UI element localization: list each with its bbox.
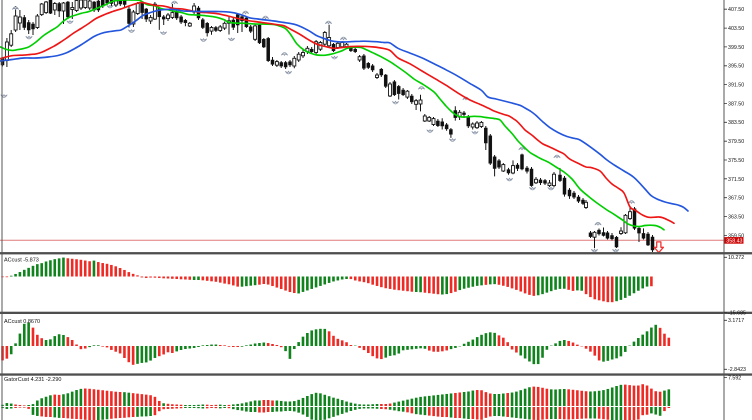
svg-text:359.50: 359.50 <box>728 233 744 239</box>
svg-text:395.50: 395.50 <box>728 64 744 70</box>
svg-text:ACcust -5.873: ACcust -5.873 <box>4 258 39 264</box>
svg-text:GatorCust 4.231 -2.290: GatorCust 4.231 -2.290 <box>4 377 61 383</box>
svg-text:399.50: 399.50 <box>728 45 744 51</box>
svg-text:391.50: 391.50 <box>728 83 744 89</box>
svg-text:379.50: 379.50 <box>728 139 744 145</box>
svg-text:407.50: 407.50 <box>728 7 744 13</box>
svg-text:7.592: 7.592 <box>728 376 741 382</box>
svg-text:-2.8423: -2.8423 <box>728 367 746 373</box>
svg-text:358.43: 358.43 <box>726 238 742 244</box>
svg-text:ACcust 0.8670: ACcust 0.8670 <box>4 319 40 325</box>
svg-text:387.50: 387.50 <box>728 101 744 107</box>
svg-text:375.50: 375.50 <box>728 158 744 164</box>
svg-text:10.272: 10.272 <box>728 255 744 261</box>
svg-text:363.50: 363.50 <box>728 215 744 221</box>
svg-text:383.50: 383.50 <box>728 120 744 126</box>
svg-text:-15.685: -15.685 <box>728 311 746 317</box>
svg-text:3.1717: 3.1717 <box>728 318 744 324</box>
svg-text:367.50: 367.50 <box>728 196 744 202</box>
svg-text:403.50: 403.50 <box>728 26 744 32</box>
svg-text:371.50: 371.50 <box>728 177 744 183</box>
